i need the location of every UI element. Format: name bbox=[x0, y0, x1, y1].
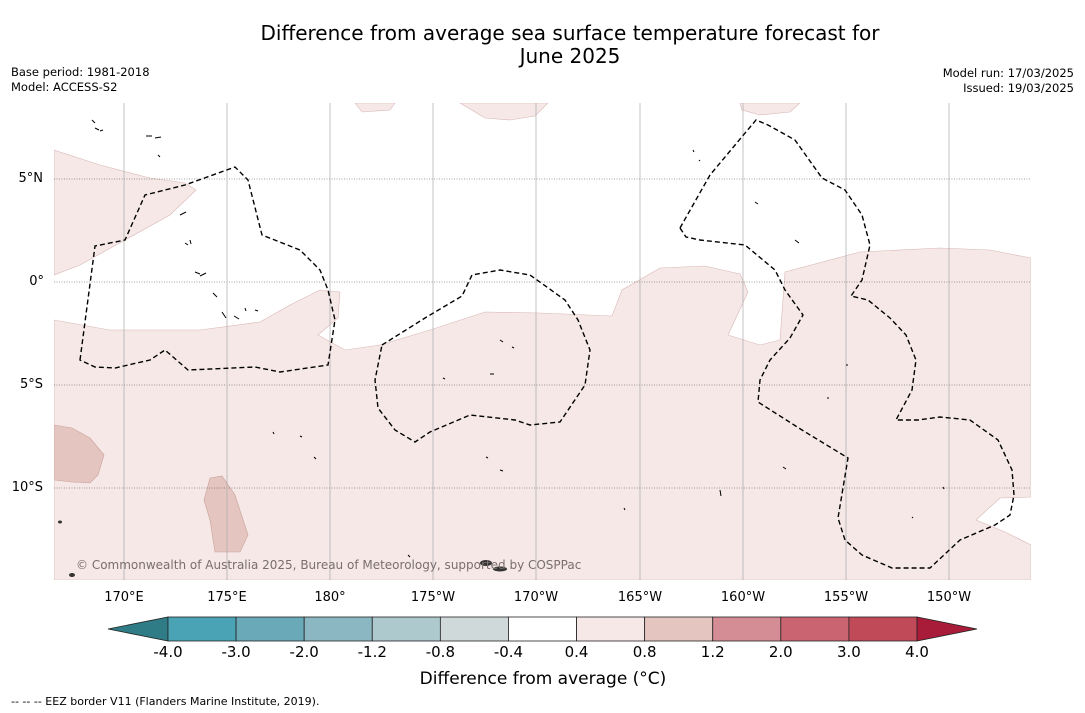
lon-label-175e: 175°E bbox=[207, 590, 247, 605]
colorbar-extend-low bbox=[107, 616, 169, 642]
colorbar-segment bbox=[712, 616, 782, 642]
lat-label-10s: 10°S bbox=[11, 480, 43, 495]
lon-label-180: 180° bbox=[314, 590, 346, 605]
colorbar-segment bbox=[235, 616, 305, 642]
warm-region-top-1 bbox=[459, 103, 549, 121]
copyright-notice: © Commonwealth of Australia 2025, Bureau… bbox=[76, 558, 582, 572]
lon-gridlines bbox=[123, 103, 950, 580]
model-name: Model: ACCESS-S2 bbox=[11, 79, 118, 94]
eez-line-islands bbox=[679, 119, 1015, 569]
lon-label-155w: 155°W bbox=[823, 590, 869, 605]
colorbar-tick-label: 3.0 bbox=[836, 643, 861, 661]
colorbar-tick-label: -3.0 bbox=[221, 643, 251, 661]
warm-patch-south bbox=[203, 475, 249, 553]
colorbar-segment bbox=[576, 616, 646, 642]
lon-label-160w: 160°W bbox=[720, 590, 766, 605]
colorbar-tick-label: -4.0 bbox=[153, 643, 183, 661]
colorbar-label: Difference from average (°C) bbox=[419, 669, 667, 689]
colorbar-segment bbox=[848, 616, 918, 642]
colorbar-tick-label: 0.4 bbox=[564, 643, 589, 661]
warm-region-northwest bbox=[54, 149, 197, 276]
colorbar-tick-label: -0.8 bbox=[425, 643, 455, 661]
colorbar-tick-label: 0.8 bbox=[632, 643, 657, 661]
lat-label-0: 0° bbox=[29, 274, 44, 289]
chart-title: Difference from average sea surface temp… bbox=[170, 22, 970, 68]
islands bbox=[91, 119, 945, 558]
colorbar-segment bbox=[780, 616, 850, 642]
colorbar-segment bbox=[508, 616, 577, 642]
eez-legend-footer: -- -- -- EEZ border V11 (Flanders Marine… bbox=[11, 695, 320, 708]
colorbar-segment bbox=[371, 616, 441, 642]
eez-borders bbox=[79, 119, 1015, 569]
title-line-2: June 2025 bbox=[519, 44, 621, 68]
lat-label-5n: 5°N bbox=[18, 171, 44, 186]
colorbar-segment bbox=[439, 616, 509, 642]
lat-gridlines bbox=[54, 178, 1031, 489]
model-run: Model run: 17/03/2025 bbox=[942, 66, 1074, 80]
warm-region-top-2 bbox=[354, 103, 396, 113]
colorbar-tick-label: -2.0 bbox=[289, 643, 319, 661]
colorbar-tick-label: -0.4 bbox=[493, 643, 524, 661]
eez-tuvalu-kiribati bbox=[79, 166, 336, 373]
meta-left: Base period: 1981-2018 Model: ACCESS-S2 bbox=[11, 65, 150, 94]
lon-label-170w: 170°W bbox=[513, 590, 559, 605]
lon-label-165w: 165°W bbox=[617, 590, 663, 605]
colorbar-segment bbox=[167, 616, 237, 642]
base-period: Base period: 1981-2018 bbox=[11, 65, 150, 79]
colorbar-tick-label: 2.0 bbox=[768, 643, 793, 661]
title-line-1: Difference from average sea surface temp… bbox=[260, 21, 880, 45]
colorbar-segment bbox=[303, 616, 373, 642]
colorbar-tick-label: -1.2 bbox=[357, 643, 387, 661]
lon-label-175w: 175°W bbox=[410, 590, 456, 605]
warm-region-top-3 bbox=[739, 103, 801, 116]
issued-date: Issued: 19/03/2025 bbox=[963, 80, 1074, 95]
colorbar-tick-label: 1.2 bbox=[700, 643, 725, 661]
lat-label-5s: 5°S bbox=[19, 377, 43, 392]
warm-patch-west bbox=[54, 424, 105, 484]
colorbar-extend-high bbox=[916, 616, 978, 642]
colorbar-tick-label: 4.0 bbox=[905, 643, 929, 661]
island-fills bbox=[58, 520, 507, 577]
eez-phoenix bbox=[374, 269, 591, 443]
lon-label-150w: 150°W bbox=[926, 590, 972, 605]
colorbar-segment bbox=[644, 616, 714, 642]
warm-region-south bbox=[54, 247, 1031, 580]
colorbar bbox=[107, 616, 978, 642]
lon-label-170e: 170°E bbox=[104, 590, 144, 605]
anomaly-fill bbox=[54, 103, 1031, 580]
meta-right: Model run: 17/03/2025 Issued: 19/03/2025 bbox=[943, 66, 1074, 95]
